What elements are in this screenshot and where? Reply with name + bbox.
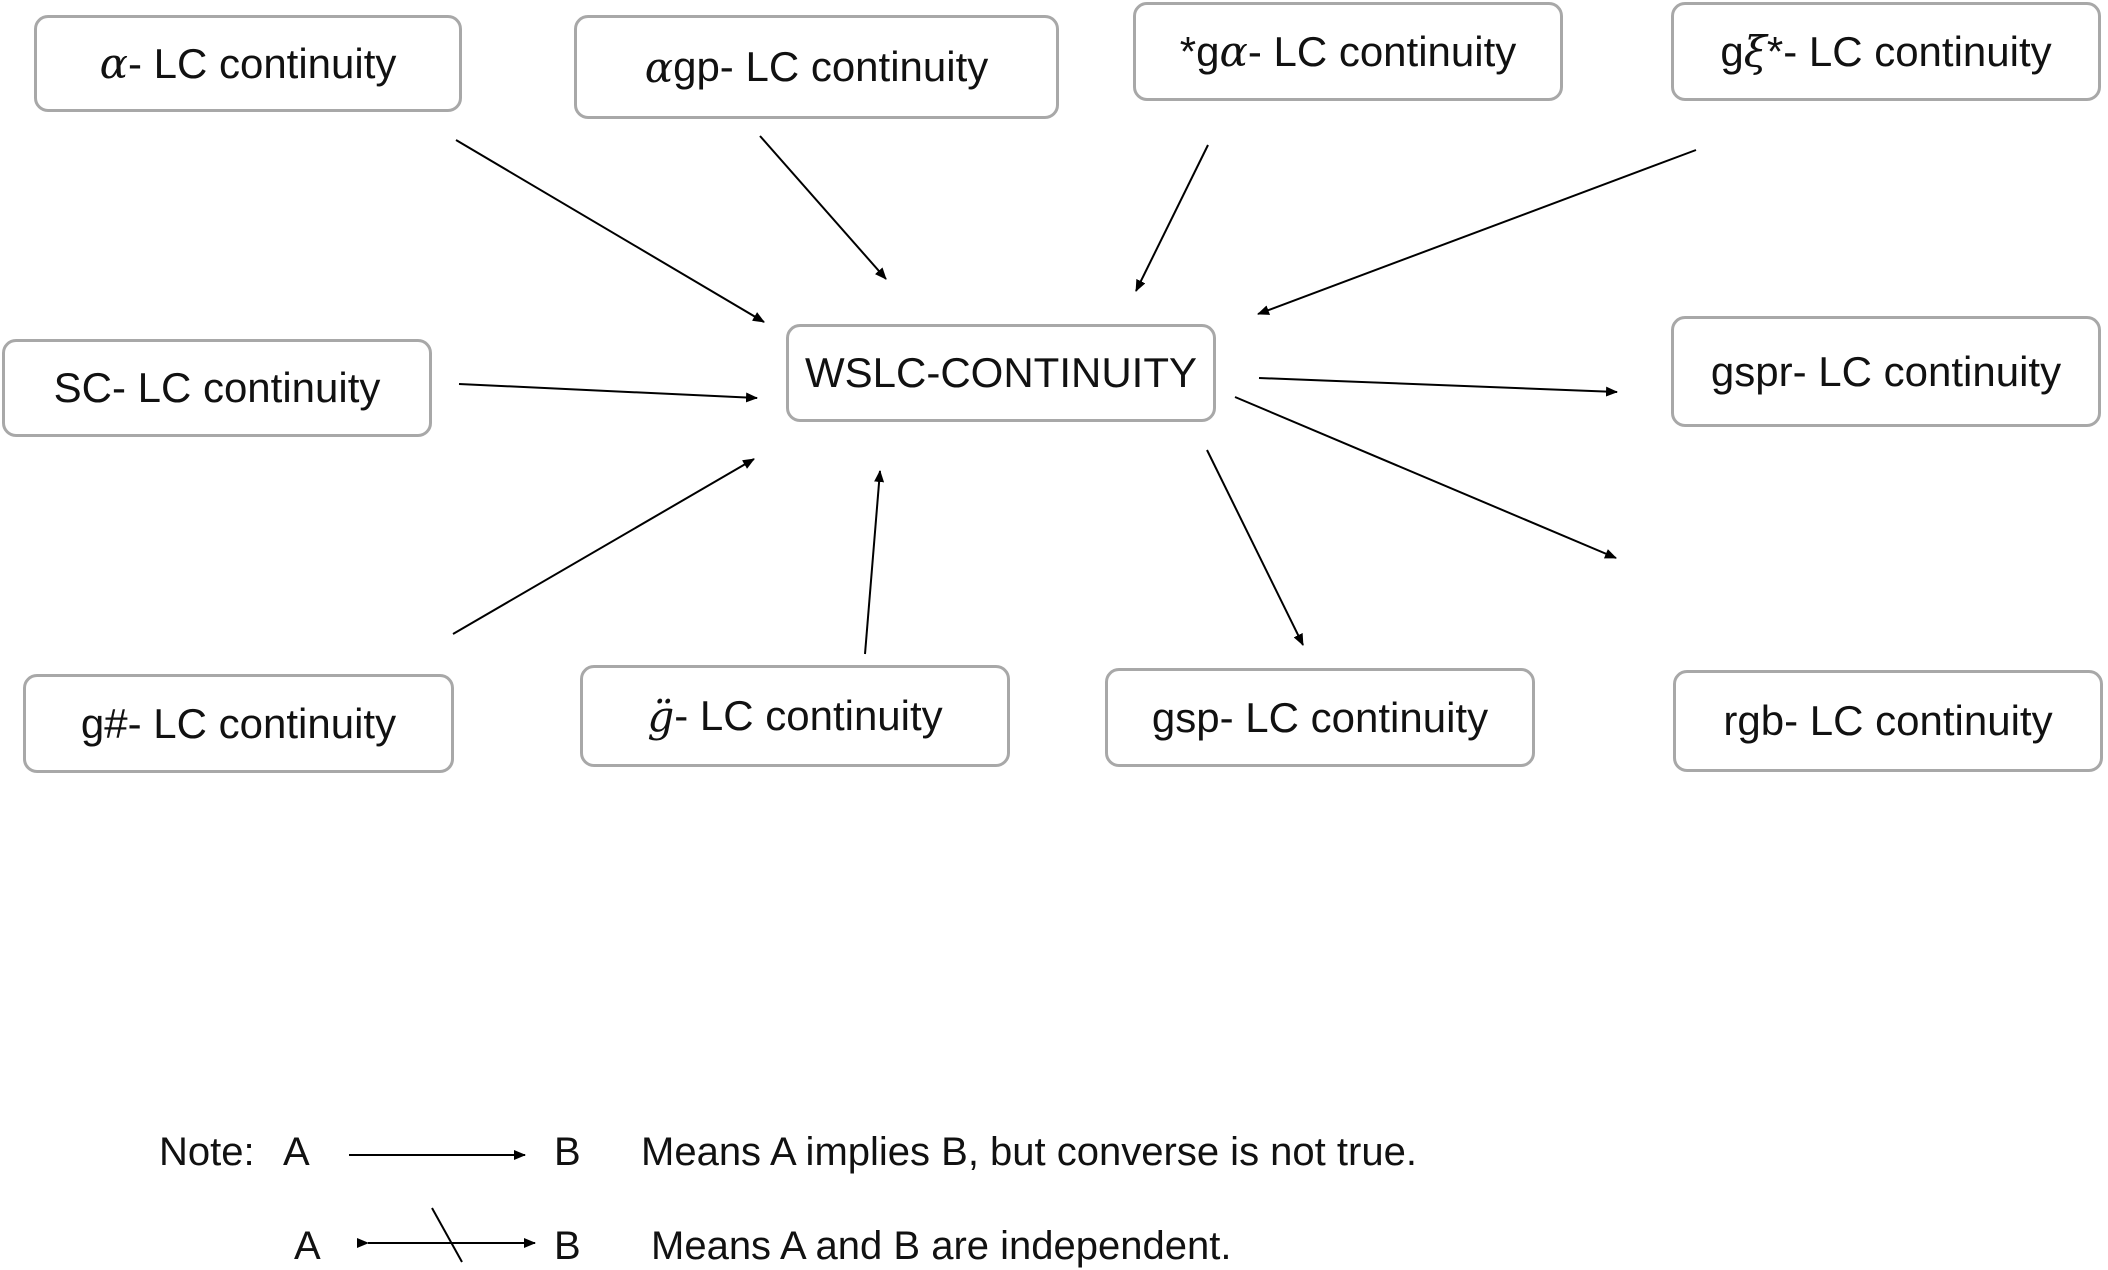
- legend-row1-a: A: [283, 1130, 310, 1174]
- node-label: gp- LC continuity: [673, 43, 989, 90]
- arrow-wslc-to-rgb: [1234, 396, 1617, 559]
- arrow-star-galpha-to-wslc: [1135, 144, 1209, 292]
- node-gddot-lc-continuity: g̈ - LC continuity: [580, 665, 1010, 767]
- node-rgb-lc-continuity: rgb- LC continuity: [1673, 670, 2103, 772]
- node-label: gspr- LC continuity: [1710, 347, 2062, 395]
- node-label: WSLC-CONTINUITY: [805, 349, 1197, 396]
- node-label: *- LC continuity: [1766, 27, 2052, 75]
- node-prefix: α: [1219, 27, 1248, 76]
- node-gsp-lc-continuity: gsp- LC continuity: [1105, 668, 1535, 767]
- legend-row2-a: A: [294, 1224, 321, 1268]
- legend-row1-text: Means A implies B, but converse is not t…: [641, 1130, 1417, 1174]
- arrow-wslc-to-gsp: [1206, 449, 1304, 646]
- arrow-alphagp-to-wslc: [759, 135, 887, 280]
- node-label: SC- LC continuity: [53, 364, 381, 411]
- arrow-ghash-to-wslc: [452, 458, 755, 635]
- node-label: - LC continuity: [674, 692, 943, 739]
- node-gxi-star-lc-continuity: g ξ *- LC continuity: [1671, 2, 2101, 101]
- node-label: - LC continuity: [1247, 27, 1517, 75]
- node-prefix: α: [99, 39, 128, 88]
- node-label: gsp- LC continuity: [1151, 693, 1489, 741]
- node-sc-lc-continuity: SC- LC continuity: [2, 339, 432, 437]
- node-label: rgb- LC continuity: [1723, 697, 2053, 744]
- node-wslc-continuity: WSLC-CONTINUITY: [786, 324, 1216, 422]
- arrow-gddot-to-wslc: [864, 470, 885, 655]
- node-lead: *g: [1179, 27, 1220, 75]
- node-lead: g: [1720, 27, 1744, 75]
- arrow-sc-to-wslc: [458, 383, 758, 403]
- node-label: - LC continuity: [127, 39, 397, 87]
- legend-row2-text: Means A and B are independent.: [651, 1224, 1232, 1268]
- arrow-wslc-to-gspr: [1258, 377, 1618, 397]
- node-prefix: ξ: [1743, 27, 1767, 76]
- arrow-gxi-star-to-wslc: [1257, 149, 1697, 315]
- node-alpha-lc-continuity: α- LC continuity: [34, 15, 462, 112]
- node-star-galpha-lc-continuity: *g α - LC continuity: [1133, 2, 1563, 101]
- node-ghash-lc-continuity: g#- LC continuity: [23, 674, 454, 773]
- legend-row1-b: B: [554, 1130, 581, 1174]
- arrow-alpha-to-wslc: [455, 139, 765, 323]
- node-prefix: g̈: [647, 691, 675, 741]
- legend-note-label: Note:: [159, 1130, 255, 1174]
- node-prefix: α: [644, 42, 674, 92]
- legend-row2-b: B: [554, 1224, 581, 1268]
- legend-independent-slash: [431, 1207, 463, 1263]
- node-label: g#- LC continuity: [80, 699, 397, 747]
- node-gspr-lc-continuity: gspr- LC continuity: [1671, 316, 2101, 427]
- node-alphagp-lc-continuity: α gp- LC continuity: [574, 15, 1059, 119]
